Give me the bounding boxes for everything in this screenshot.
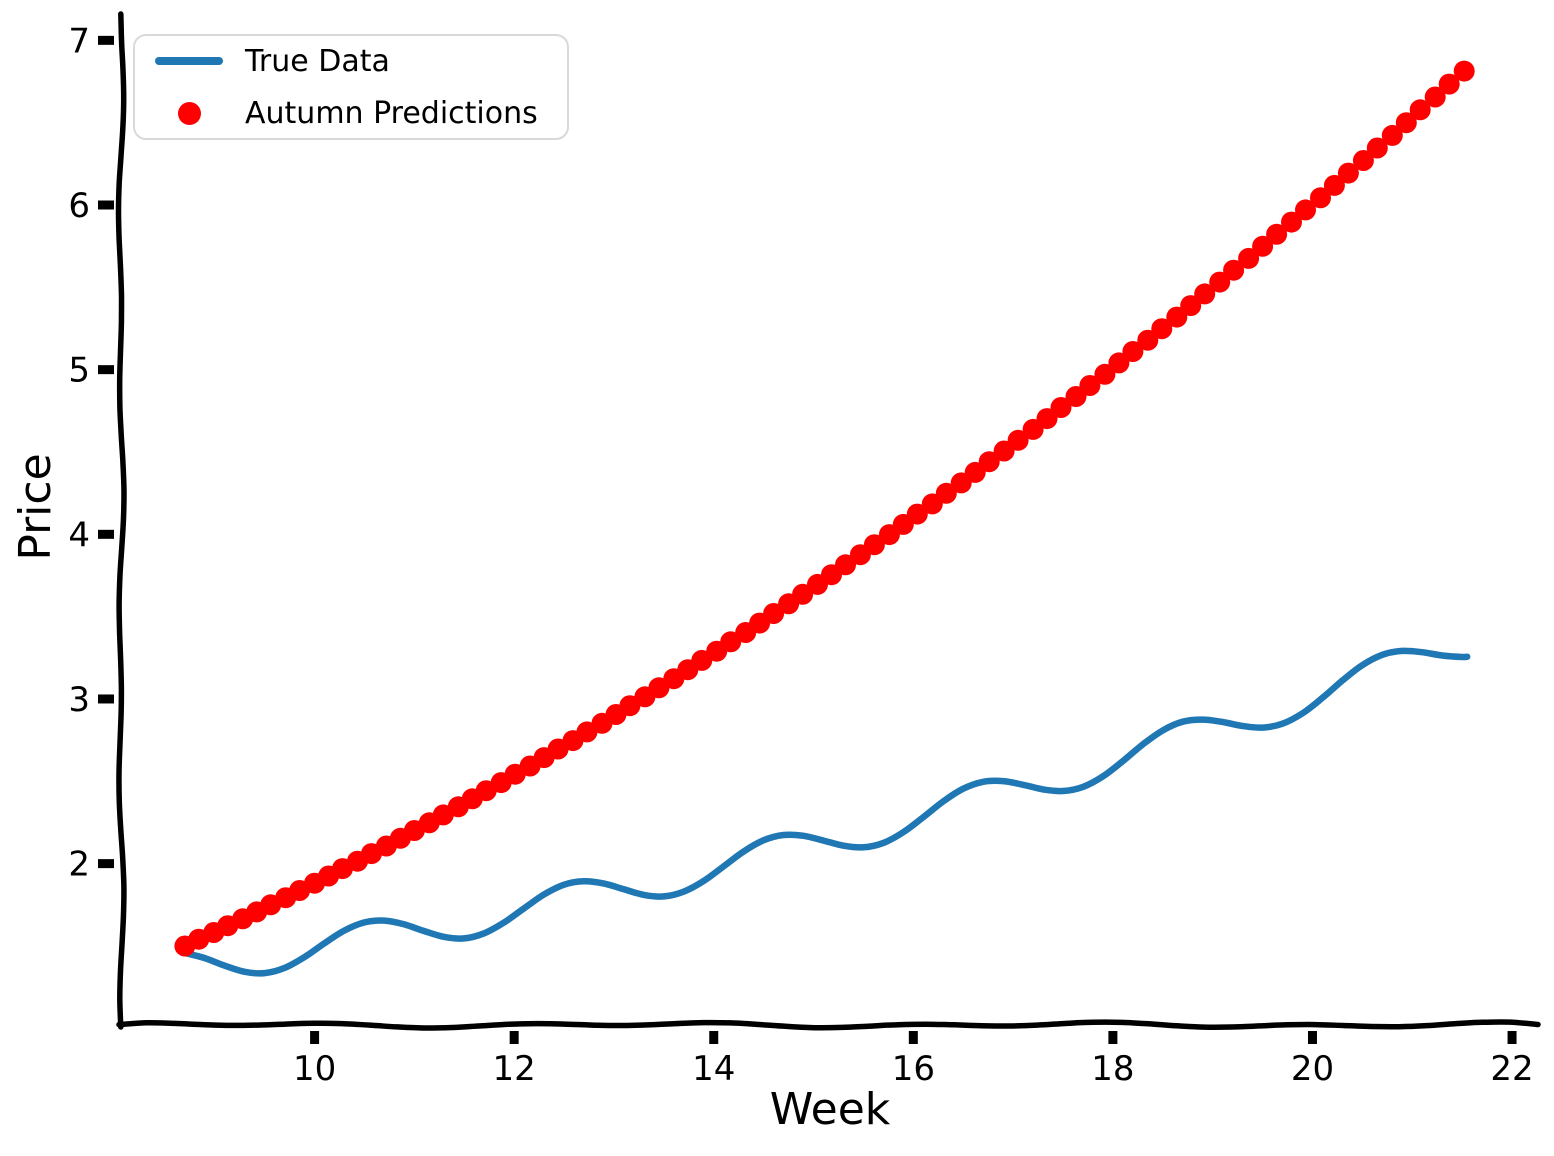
- prediction-dot: [1323, 174, 1345, 196]
- prediction-dot: [1252, 235, 1274, 257]
- legend-swatch-zone: [145, 101, 233, 125]
- prediction-dot: [1166, 306, 1188, 328]
- x-axis-ticks: 10 12 14 16 18 20 22: [293, 1031, 1534, 1089]
- y-axis-label: Price: [10, 453, 61, 560]
- prediction-dot: [1122, 341, 1144, 362]
- y-axis-ticks: 2 3 4 5 6 7: [68, 21, 114, 885]
- prediction-dot: [1395, 112, 1417, 134]
- y-axis-spine: [115, 11, 127, 1030]
- prediction-dot: [720, 631, 742, 653]
- y-tick-label: 7: [68, 21, 90, 61]
- x-tick-label: 16: [892, 1049, 935, 1089]
- x-tick-label: 20: [1291, 1049, 1334, 1089]
- prediction-dot: [1137, 329, 1159, 351]
- prediction-dot: [1180, 295, 1202, 317]
- x-axis-spine: [116, 1019, 1541, 1031]
- prediction-dot: [1381, 124, 1403, 146]
- prediction-dot: [1094, 363, 1116, 385]
- legend-item-true-data: True Data: [135, 37, 567, 85]
- legend-item-autumn-predictions: Autumn Predictions: [135, 89, 567, 137]
- prediction-dot: [1079, 375, 1101, 396]
- prediction-dot: [1438, 73, 1460, 95]
- legend-swatch-zone: [145, 57, 233, 65]
- prediction-dot: [1281, 211, 1302, 233]
- y-tick-label: 5: [68, 351, 90, 391]
- prediction-dot: [1295, 199, 1316, 221]
- prediction-dot: [1036, 408, 1058, 430]
- prediction-dot: [978, 451, 1000, 473]
- prediction-dot: [1050, 397, 1072, 418]
- y-tick-label: 4: [68, 515, 90, 555]
- prediction-dot: [1209, 271, 1231, 293]
- prediction-dot: [835, 554, 856, 576]
- prediction-dot: [1409, 99, 1431, 121]
- legend-label-autumn-predictions: Autumn Predictions: [245, 95, 538, 131]
- prediction-dot: [1310, 187, 1331, 209]
- legend-label-true-data: True Data: [245, 43, 390, 79]
- prediction-dot: [863, 534, 885, 556]
- x-tick-label: 14: [692, 1049, 735, 1089]
- prediction-dot: [935, 482, 957, 504]
- series-autumn-predictions: [174, 60, 1475, 957]
- legend-dot-swatch: [177, 101, 201, 125]
- prediction-dot: [763, 603, 785, 624]
- prediction-dot: [1194, 283, 1216, 305]
- prediction-dot: [792, 583, 814, 605]
- prediction-dot: [1352, 150, 1374, 171]
- prediction-dot: [1108, 352, 1130, 374]
- prediction-dot: [906, 503, 928, 525]
- prediction-dot: [1337, 162, 1359, 184]
- legend: True Data Autumn Predictions: [133, 34, 569, 140]
- prediction-dot: [1238, 247, 1260, 269]
- x-tick-label: 22: [1490, 1049, 1533, 1089]
- y-tick-label: 2: [68, 845, 90, 885]
- axes-spines: [115, 11, 1541, 1031]
- x-tick-label: 10: [293, 1049, 336, 1089]
- prediction-dot: [1366, 137, 1388, 159]
- x-axis-label: Week: [770, 1084, 891, 1135]
- y-tick-label: 3: [68, 680, 90, 720]
- prediction-dot: [1453, 60, 1475, 82]
- x-tick-label: 12: [493, 1049, 536, 1089]
- prediction-dot: [1007, 429, 1029, 451]
- prediction-dot: [1424, 86, 1446, 108]
- prediction-dot: [1223, 259, 1245, 281]
- x-tick-label: 18: [1091, 1049, 1134, 1089]
- series-true-data: [181, 647, 1471, 977]
- true-data-line: [181, 647, 1471, 977]
- prediction-dot: [1266, 223, 1288, 245]
- legend-line-swatch: [155, 57, 223, 65]
- prediction-dot: [1151, 318, 1173, 340]
- y-tick-label: 6: [68, 186, 90, 226]
